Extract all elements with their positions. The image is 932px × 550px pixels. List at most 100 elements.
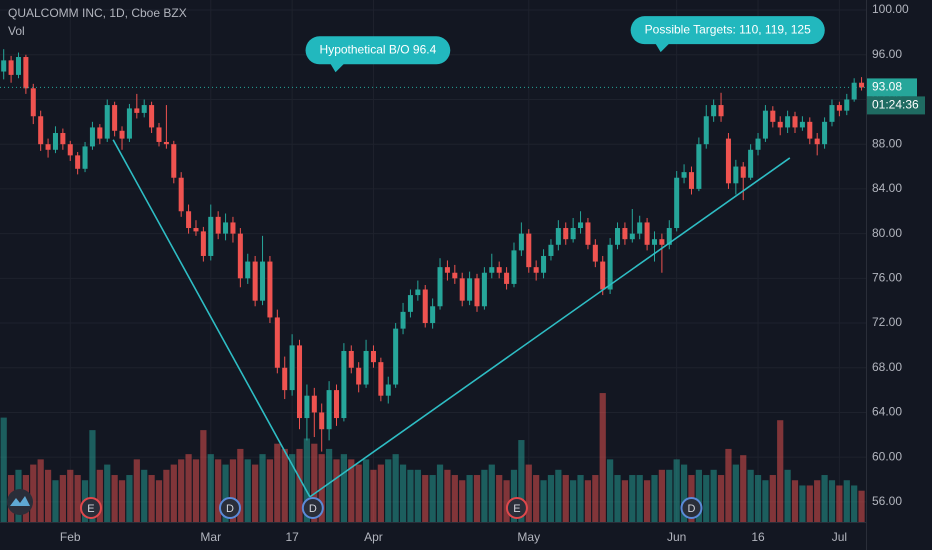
volume-bar	[148, 475, 155, 522]
volume-bar	[74, 475, 81, 522]
callout-tail	[654, 42, 671, 53]
candle-body	[89, 127, 95, 147]
volume-bar	[747, 469, 754, 522]
volume-bar	[266, 459, 274, 522]
candle-body	[555, 228, 561, 245]
candle-body	[186, 211, 192, 229]
volume-bar	[52, 480, 59, 522]
candle-body	[570, 228, 576, 240]
candle-body	[452, 272, 458, 279]
volume-bar	[614, 475, 621, 522]
volume-bar	[518, 440, 525, 522]
candle-body	[681, 172, 687, 178]
candle-body	[415, 289, 421, 296]
candle-body	[341, 350, 347, 419]
candle-body	[245, 261, 251, 279]
candle-body	[563, 228, 569, 240]
overlay-layer: Hypothetical B/O 96.4 Possible Targets: 1…	[0, 16, 866, 519]
volume-bar	[325, 448, 333, 522]
volume-layer	[0, 393, 865, 522]
candle-body	[541, 255, 547, 273]
event-marker	[218, 497, 241, 519]
volume-bar	[851, 485, 858, 522]
callout-text: Possible Targets: 110, 119, 125	[645, 22, 811, 36]
volume-bar	[843, 480, 850, 522]
volume-bar	[466, 475, 473, 522]
candle-body	[829, 105, 835, 122]
candle-body	[711, 105, 717, 117]
volume-bar	[643, 480, 651, 522]
candle-body	[489, 267, 495, 273]
volume-bar	[459, 480, 466, 522]
candle-body	[178, 177, 184, 212]
volume-bar	[710, 469, 717, 522]
volume-bar	[118, 480, 126, 522]
volume-bar	[289, 454, 296, 522]
volume-bar	[399, 464, 407, 522]
volume-bar	[141, 469, 148, 522]
volume-bar	[451, 475, 458, 522]
candle-body	[326, 390, 332, 430]
volume-bar	[133, 459, 140, 522]
volume-bar	[533, 475, 540, 522]
y-tick-label: 80.00	[872, 226, 902, 240]
volume-bar	[170, 464, 177, 522]
volume-bar	[355, 464, 362, 522]
x-tick-label: 16	[751, 530, 765, 544]
volume-bar	[695, 469, 702, 522]
x-tick-label: May	[517, 530, 540, 544]
candle-body	[814, 138, 820, 145]
x-tick-label: Apr	[364, 530, 383, 544]
candle-body	[75, 155, 81, 169]
candle-body	[60, 133, 66, 145]
candle-body	[718, 105, 724, 117]
candle-layer	[1, 49, 865, 452]
candle-body	[629, 233, 635, 240]
candle-body	[282, 367, 288, 391]
y-tick-label: 72.00	[872, 315, 902, 329]
candle-body	[407, 295, 413, 312]
volume-bar	[37, 459, 44, 522]
candle-body	[156, 127, 162, 142]
volume-bar	[503, 480, 510, 522]
candle-body	[592, 244, 598, 262]
volume-bar	[636, 475, 643, 522]
volume-bar	[828, 480, 836, 522]
volume-bar	[429, 475, 436, 522]
countdown-label: 01:24:36	[872, 98, 919, 112]
volume-bar	[377, 464, 384, 522]
volume-bar	[274, 443, 281, 522]
volume-bar	[67, 469, 74, 522]
y-tick-label: 84.00	[872, 181, 902, 195]
candle-body	[748, 149, 754, 178]
event-marker	[680, 497, 703, 519]
volume-bar	[784, 469, 791, 522]
y-tick-label: 96.00	[872, 47, 902, 61]
volume-bar	[215, 459, 222, 522]
volume-bar	[799, 485, 806, 522]
volume-bar	[178, 459, 185, 522]
logo	[7, 489, 33, 515]
x-tick-label: Feb	[60, 530, 81, 544]
candle-body	[548, 244, 554, 256]
candle-body	[237, 233, 243, 279]
candle-body	[659, 239, 665, 245]
volume-bar	[407, 469, 414, 522]
volume-bar	[385, 459, 392, 522]
candle-body	[1, 60, 7, 72]
candle-body	[260, 261, 266, 301]
candle-body	[688, 172, 694, 189]
volume-bar	[577, 475, 584, 522]
candle-body	[533, 267, 539, 273]
volume-bar	[732, 464, 739, 522]
candle-body	[45, 144, 51, 150]
last-price-label: 93.08	[872, 80, 902, 94]
volume-bar	[488, 464, 495, 522]
volume-bar	[348, 459, 355, 522]
callout: Possible Targets: 110, 119, 125	[630, 16, 825, 53]
volume-bar	[126, 475, 133, 522]
candle-body	[474, 278, 480, 307]
